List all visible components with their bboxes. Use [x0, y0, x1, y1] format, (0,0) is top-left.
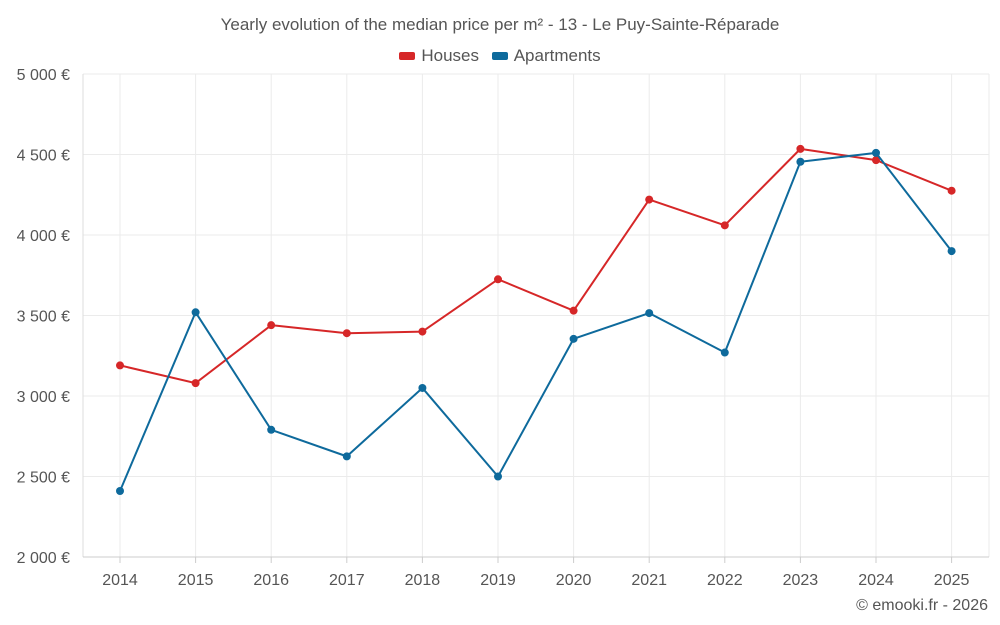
data-point-apartments	[116, 486, 124, 495]
x-tick-label: 2016	[253, 572, 289, 589]
legend-swatch-apartments	[491, 52, 508, 60]
x-tick-label: 2015	[178, 572, 214, 589]
data-point-apartments	[796, 157, 805, 166]
y-tick-label: 5 000 €	[17, 67, 70, 84]
data-point-apartments	[569, 334, 578, 343]
chart-title: Yearly evolution of the median price per…	[220, 15, 780, 34]
data-point-houses	[418, 327, 427, 336]
data-point-houses	[116, 361, 124, 370]
copyright-text: © emooki.fr - 2026	[856, 597, 988, 614]
x-tick-label: 2017	[329, 572, 365, 589]
data-point-houses	[796, 144, 805, 153]
data-point-apartments	[342, 452, 351, 461]
data-point-houses	[872, 156, 880, 165]
y-tick-label: 4 500 €	[17, 148, 70, 165]
grid	[83, 73, 990, 557]
data-point-apartments	[494, 472, 502, 481]
y-tick-label: 2 500 €	[17, 470, 70, 487]
legend-label-apartments: Apartments	[513, 46, 601, 65]
x-tick-label: 2018	[405, 572, 441, 589]
data-point-houses	[342, 329, 351, 338]
data-point-apartments	[191, 308, 200, 317]
data-point-apartments	[947, 247, 956, 256]
x-tick-label: 2025	[934, 572, 970, 589]
series-line-houses	[119, 147, 952, 385]
x-tick-label: 2023	[783, 572, 819, 589]
y-tick-label: 3 500 €	[17, 309, 70, 326]
series-group	[116, 144, 956, 495]
legend-item-houses[interactable]: Houses	[399, 46, 479, 66]
data-point-houses	[267, 321, 276, 330]
data-point-houses	[494, 275, 502, 284]
data-point-houses	[645, 195, 654, 204]
data-point-apartments	[418, 383, 427, 392]
axes: 2 000 € 2 500 € 3 000 € 3 500 € 4 000 € 4 500…	[17, 67, 989, 589]
y-tick-label: 2 000 €	[17, 550, 70, 567]
y-tick-label: 3 000 €	[17, 389, 70, 406]
x-tick-label: 2021	[631, 572, 667, 589]
data-point-houses	[569, 306, 578, 315]
data-point-houses	[947, 186, 956, 195]
x-tick-label: 2020	[556, 572, 592, 589]
x-tick-label: 2014	[102, 572, 138, 589]
data-point-apartments	[267, 425, 276, 434]
x-tick-label: 2024	[858, 572, 894, 589]
data-point-houses	[191, 379, 200, 388]
data-point-apartments	[720, 348, 729, 357]
data-point-houses	[720, 221, 729, 230]
data-point-apartments	[645, 309, 654, 318]
legend-swatch-houses	[399, 52, 416, 60]
y-tick-label: 4 000 €	[17, 228, 70, 245]
data-point-apartments	[872, 148, 880, 157]
series-line-apartments	[119, 151, 953, 492]
legend-item-apartments[interactable]: Apartments	[491, 46, 601, 66]
x-tick-label: 2019	[480, 572, 516, 589]
legend-label-houses: Houses	[421, 46, 479, 65]
chart-legend: Houses Apartments	[0, 45, 1000, 66]
x-tick-label: 2022	[707, 572, 743, 589]
